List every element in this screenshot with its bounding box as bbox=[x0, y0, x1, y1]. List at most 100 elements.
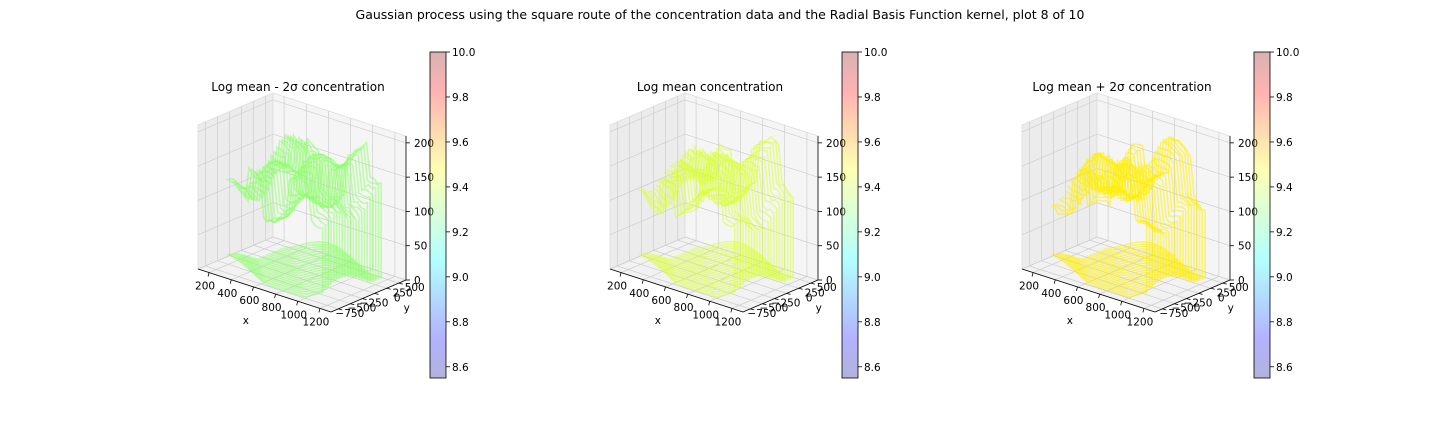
z-tick-label: 150 bbox=[1238, 172, 1258, 184]
colorbar-tick-label: 8.6 bbox=[864, 362, 881, 374]
x-axis-label: x bbox=[243, 315, 249, 327]
z-tick-label: 150 bbox=[414, 172, 434, 184]
z-tick-label: 0 bbox=[1238, 275, 1245, 287]
x-axis-label: x bbox=[655, 315, 661, 327]
grid-line bbox=[319, 276, 396, 309]
panel-2: Log mean concentration200400600800100012… bbox=[607, 47, 887, 379]
colorbar-tick-label: 9.6 bbox=[864, 137, 881, 149]
colorbar-frame bbox=[1253, 51, 1271, 379]
x-tick-mark bbox=[619, 272, 622, 277]
x-tick-mark bbox=[1076, 286, 1078, 292]
y-tick-label: −250 bbox=[772, 298, 801, 310]
x-axis-label: x bbox=[1067, 315, 1073, 327]
y-tick-label: −500 bbox=[760, 303, 789, 315]
y-tick-mark bbox=[1174, 303, 1179, 306]
grid-line bbox=[1021, 133, 1098, 167]
x-tick-mark bbox=[318, 308, 321, 313]
y-tick-label: 0 bbox=[394, 292, 401, 304]
colorbar-gradient bbox=[1254, 52, 1270, 378]
panel-title: Log mean - 2σ concentration bbox=[211, 80, 384, 94]
grid-line bbox=[609, 99, 686, 133]
colorbar-tick-label: 9.0 bbox=[452, 272, 469, 284]
data-ring bbox=[257, 139, 355, 278]
figure-suptitle: Gaussian process using the square route … bbox=[356, 7, 1085, 22]
x-axis-line bbox=[197, 268, 332, 313]
colorbar-tick-label: 9.6 bbox=[452, 137, 469, 149]
y-tick-mark bbox=[350, 303, 355, 306]
data-ring bbox=[1108, 135, 1207, 279]
x-tick-label: 200 bbox=[195, 281, 215, 293]
colorbar-tick-label: 9.8 bbox=[1276, 92, 1293, 104]
x-tick-label: 800 bbox=[262, 302, 282, 314]
x-tick-mark bbox=[641, 279, 644, 284]
x-tick-mark bbox=[1142, 308, 1145, 313]
y-tick-label: −750 bbox=[1159, 308, 1188, 320]
grid-line bbox=[197, 133, 274, 167]
y-axis-line bbox=[742, 279, 819, 313]
colorbar-tick-label: 9.0 bbox=[864, 272, 881, 284]
data-ring bbox=[282, 141, 380, 280]
y-tick-label: 0 bbox=[806, 292, 813, 304]
z-tick-label: 50 bbox=[1238, 241, 1251, 253]
panel-title: Log mean + 2σ concentration bbox=[1032, 80, 1211, 94]
y-tick-label: −750 bbox=[335, 308, 364, 320]
x-tick-label: 1000 bbox=[692, 309, 719, 321]
grid-line bbox=[684, 99, 819, 144]
x-tick-mark bbox=[229, 279, 232, 284]
grid-line bbox=[609, 202, 686, 235]
colorbar: 8.6 8.8 9.0 9.2 9.4 9.6 9.8 10.0 bbox=[1253, 47, 1299, 379]
x-tick-label: 400 bbox=[1041, 288, 1061, 300]
colorbar-frame bbox=[841, 51, 859, 379]
y-tick-mark bbox=[750, 308, 755, 311]
colorbar-tick-label: 9.0 bbox=[1276, 272, 1293, 284]
colorbar: 8.6 8.8 9.0 9.2 9.4 9.6 9.8 10.0 bbox=[429, 47, 475, 379]
data-series bbox=[226, 132, 383, 298]
x-tick-label: 800 bbox=[674, 302, 694, 314]
y-tick-mark bbox=[774, 298, 779, 300]
x-tick-label: 600 bbox=[239, 295, 259, 307]
colorbar-tick-label: 9.2 bbox=[864, 227, 881, 239]
grid-line bbox=[197, 202, 274, 235]
x-tick-label: 200 bbox=[607, 281, 627, 293]
x-axis-line bbox=[1021, 268, 1156, 313]
x-tick-mark bbox=[296, 301, 299, 306]
y-tick-label: 500 bbox=[817, 282, 837, 294]
panel-title: Log mean concentration bbox=[637, 80, 783, 94]
y-tick-label: −250 bbox=[1184, 298, 1213, 310]
x-axis-line bbox=[609, 268, 744, 313]
x-tick-mark bbox=[207, 272, 210, 277]
data-series bbox=[1050, 135, 1207, 298]
z-tick-label: 150 bbox=[826, 172, 846, 184]
x-tick-label: 600 bbox=[651, 295, 671, 307]
z-tick-label: 100 bbox=[1238, 206, 1258, 218]
y-tick-label: 500 bbox=[405, 282, 425, 294]
data-ring bbox=[1103, 137, 1201, 282]
data-ring bbox=[686, 148, 783, 284]
z-tick-label: 50 bbox=[414, 241, 427, 253]
x-tick-mark bbox=[730, 308, 733, 313]
y-tick-label: −500 bbox=[348, 303, 377, 315]
x-tick-label: 1200 bbox=[303, 316, 330, 328]
x-tick-label: 1200 bbox=[715, 316, 742, 328]
colorbar-gradient bbox=[842, 52, 858, 378]
y-tick-mark bbox=[798, 287, 803, 290]
colorbar-tick-label: 8.8 bbox=[864, 317, 881, 329]
x-tick-label: 1000 bbox=[280, 309, 307, 321]
y-tick-label: 250 bbox=[1217, 287, 1237, 299]
y-tick-mark bbox=[1162, 308, 1167, 311]
y-axis-line bbox=[1154, 279, 1231, 313]
y-axis-label: y bbox=[404, 303, 410, 315]
data-ring bbox=[688, 146, 786, 283]
x-tick-mark bbox=[1031, 272, 1034, 277]
colorbar-tick-label: 8.6 bbox=[1276, 362, 1293, 374]
z-ticks: 0 50 100 150 200 bbox=[406, 138, 434, 287]
grid-line bbox=[609, 133, 686, 167]
colorbar-tick-label: 9.2 bbox=[452, 227, 469, 239]
data-ring bbox=[1106, 135, 1204, 280]
grid-line bbox=[205, 265, 339, 310]
data-ring bbox=[276, 135, 374, 283]
z-tick-label: 0 bbox=[826, 275, 833, 287]
